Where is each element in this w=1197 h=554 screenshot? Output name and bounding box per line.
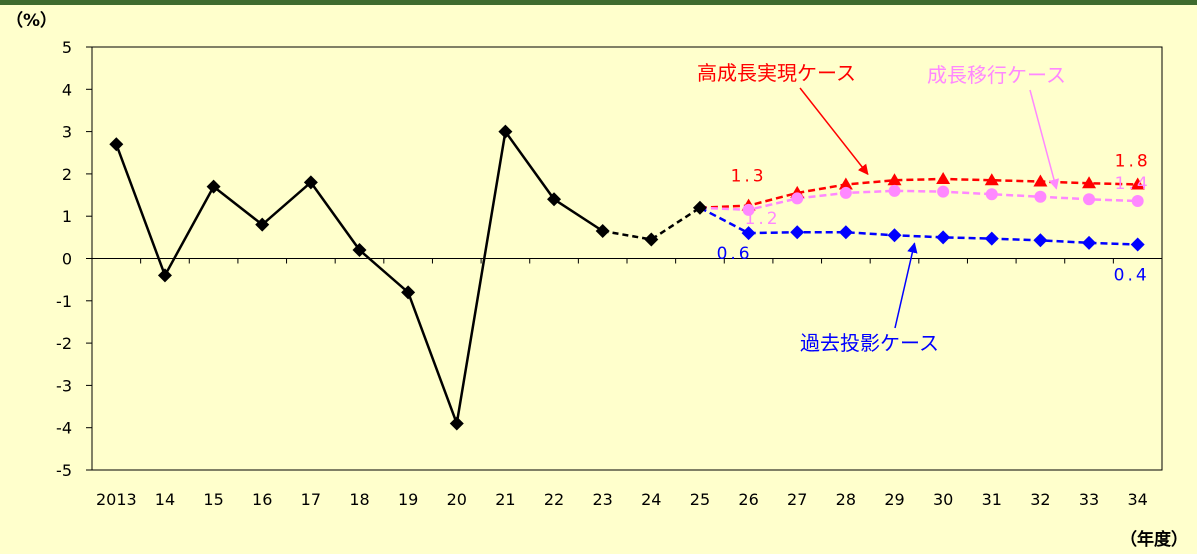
actual-marker [255,217,270,232]
past-projection-marker [1082,235,1097,250]
x-tick-label: 18 [349,490,369,509]
high-growth-marker [1082,176,1097,189]
series-lines [115,128,1138,429]
high-growth-marker [1130,177,1145,190]
growth-transition-marker [985,188,998,201]
x-tick-label: 34 [1128,490,1148,509]
past-projection-marker [984,231,999,246]
x-tick-label: 26 [738,490,758,509]
x-tick-label: 17 [301,490,321,509]
x-tick-label: 22 [544,490,564,509]
y-tick-label: 4 [62,80,72,99]
x-tick-label: 20 [447,490,467,509]
past-projection-line [699,206,1138,246]
growth-transition-marker [742,203,755,216]
actual-line-solid [115,128,604,429]
y-tick-label: 1 [62,207,72,226]
x-tick-label: 32 [1030,490,1050,509]
past-projection-marker [838,225,853,240]
x-tick-label: 29 [884,490,904,509]
x-tick-label: 27 [787,490,807,509]
actual-marker [449,416,464,431]
past-projection-marker [790,225,805,240]
actual-marker [352,243,367,258]
past-projection-marker [1033,233,1048,248]
x-tick-label: 31 [982,490,1002,509]
data-label: 1.2 [745,209,781,229]
growth-transition-marker [1131,194,1144,207]
growth-transition-series-label: 成長移行ケース [927,63,1066,87]
high-growth-marker [838,177,853,190]
growth-transition-marker [839,186,852,199]
x-tick-label: 33 [1079,490,1099,509]
past-projection-marker [887,228,902,243]
past-projection-marker [936,230,951,245]
growth-transition-marker [791,192,804,205]
data-label: 1.3 [731,167,767,187]
x-tick-label: 15 [203,490,223,509]
actual-marker [157,268,172,283]
past-projection-marker [1130,237,1145,252]
actual-marker [498,124,513,139]
data-label: 0.4 [1114,266,1150,286]
past-projection-series-label: 過去投影ケース [800,331,939,355]
y-tick-label: 3 [62,123,72,142]
actual-marker [109,137,124,152]
growth-transition-arrow [1029,89,1060,190]
data-label: 0.6 [717,244,753,264]
x-tick-label: 30 [933,490,953,509]
past-projection-arrow [894,242,918,329]
y-tick-label: -2 [56,334,72,353]
high-growth-marker [887,173,902,186]
y-tick-label: -5 [56,461,72,480]
growth-transition-marker [888,184,901,197]
high-growth-arrow [799,87,869,176]
y-tick-label: 5 [62,38,72,57]
actual-marker [547,192,562,207]
high-growth-marker [984,173,999,186]
actual-marker [595,224,610,239]
series-markers [109,124,1145,431]
growth-transition-marker [937,185,950,198]
x-tick-label: 2013 [96,490,137,509]
data-label: 1.4 [1115,174,1151,194]
actual-marker [206,179,221,194]
y-tick-label: 2 [62,165,72,184]
actual-marker [303,175,318,190]
y-unit-label: （%） [6,10,57,31]
x-tick-label: 21 [495,490,515,509]
growth-transition-line [699,189,1138,212]
growth-transition-marker [1083,193,1096,206]
x-tick-label: 28 [836,490,856,509]
growth-transition-marker [1034,190,1047,203]
high-growth-line [699,177,1138,209]
y-tick-label: 0 [62,250,72,269]
high-growth-series-label: 高成長実現ケース [697,61,856,85]
past-projection-marker [741,226,756,241]
y-tick-label: -1 [56,292,72,311]
x-unit-label: （年度） [1120,529,1188,550]
actual-marker [401,285,416,300]
top-border-bar [0,0,1197,5]
x-tick-label: 24 [641,490,661,509]
x-tick-label: 19 [398,490,418,509]
y-tick-label: -3 [56,376,72,395]
legend-arrows [799,87,1060,329]
x-tick-label: 23 [593,490,613,509]
x-tick-label: 25 [690,490,710,509]
actual-marker [692,200,707,215]
x-tick-label: 14 [155,490,175,509]
high-growth-marker [936,171,951,184]
data-label: 1.8 [1115,151,1151,171]
actual-marker [644,232,659,247]
y-tick-label: -4 [56,419,72,438]
x-tick-label: 16 [252,490,272,509]
high-growth-marker [1033,174,1048,187]
